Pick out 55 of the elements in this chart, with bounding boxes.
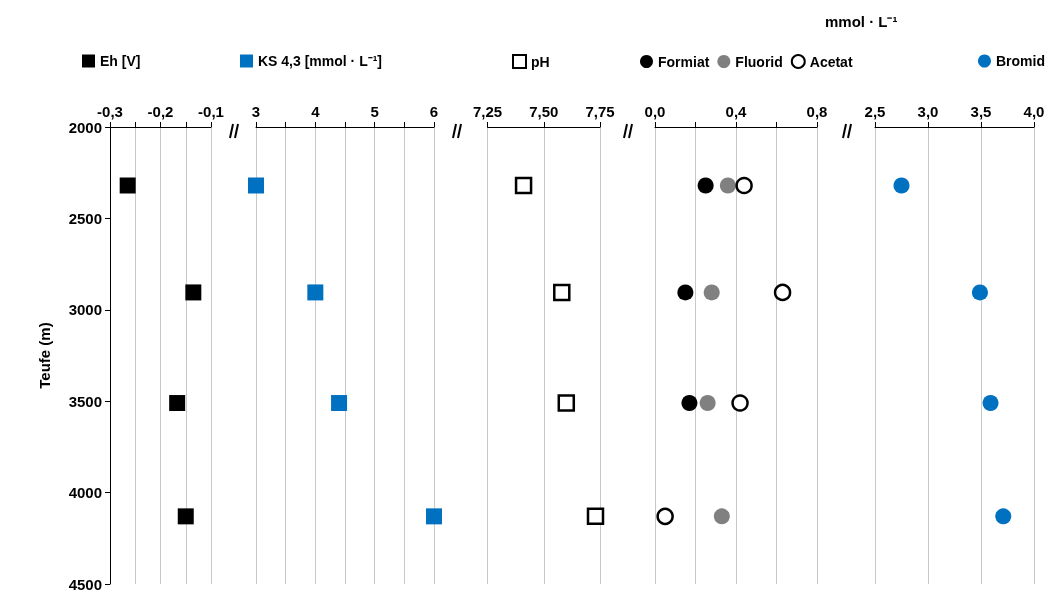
point	[893, 177, 910, 194]
x-tick-label: 3,0	[917, 103, 939, 120]
point	[426, 508, 442, 525]
point	[971, 284, 988, 301]
x-tick-label: 4,0	[1023, 103, 1045, 120]
point	[677, 284, 694, 301]
x-tick-label: -0,1	[198, 103, 224, 120]
legend-label: Eh [V]	[100, 53, 141, 69]
point	[713, 508, 730, 525]
point	[719, 177, 736, 194]
legend-label: Acetat	[809, 53, 853, 70]
point	[553, 283, 571, 302]
x-tick-label: 0,4	[725, 103, 748, 120]
x-tick-label: 5	[370, 103, 379, 120]
legend-label: KS 4,3 [mmol · L⁻¹]	[258, 53, 383, 69]
point	[697, 177, 714, 194]
x-tick-label: 7,75	[585, 103, 615, 120]
point	[586, 507, 605, 526]
y-tick-label: 2000	[68, 118, 102, 136]
x-tick-label: 2,5	[864, 103, 886, 120]
legend-label: Fluorid	[735, 53, 783, 70]
point	[699, 395, 716, 412]
x-tick-label: 7,25	[473, 103, 503, 120]
y-tick-label: 4500	[68, 575, 102, 593]
y-tick-label: 3500	[68, 392, 102, 410]
point	[248, 177, 264, 194]
point	[514, 176, 533, 195]
y-tick-label: 3000	[68, 301, 102, 319]
point	[982, 395, 999, 412]
legend-label: pH	[531, 53, 550, 70]
x-tick-label: 3,5	[970, 103, 992, 120]
point	[773, 283, 792, 302]
point	[681, 395, 698, 412]
point	[735, 176, 753, 195]
x-tick-label: 3	[251, 103, 261, 120]
x-tick-label: 6	[429, 103, 439, 120]
point	[703, 284, 720, 301]
legend-label: Formiat	[658, 53, 710, 70]
point	[307, 284, 324, 301]
point	[731, 394, 749, 412]
point	[656, 507, 674, 526]
y-axis-title: Teufe (m)	[36, 322, 53, 389]
point	[995, 508, 1012, 525]
point	[557, 394, 576, 412]
y-tick-label: 4000	[68, 484, 102, 502]
x-axis-title: mmol · L⁻¹	[825, 13, 898, 30]
x-tick-label: 4	[311, 103, 321, 120]
x-tick-label: 7,50	[529, 103, 559, 120]
point	[331, 395, 348, 412]
x-tick-label: -0,3	[97, 103, 123, 120]
x-tick-label: 0,8	[806, 103, 828, 120]
x-tick-label: -0,2	[147, 103, 174, 120]
x-tick-label: 0,0	[644, 103, 666, 120]
legend-label: Bromid	[996, 53, 1045, 69]
y-tick-label: 2500	[68, 209, 102, 227]
